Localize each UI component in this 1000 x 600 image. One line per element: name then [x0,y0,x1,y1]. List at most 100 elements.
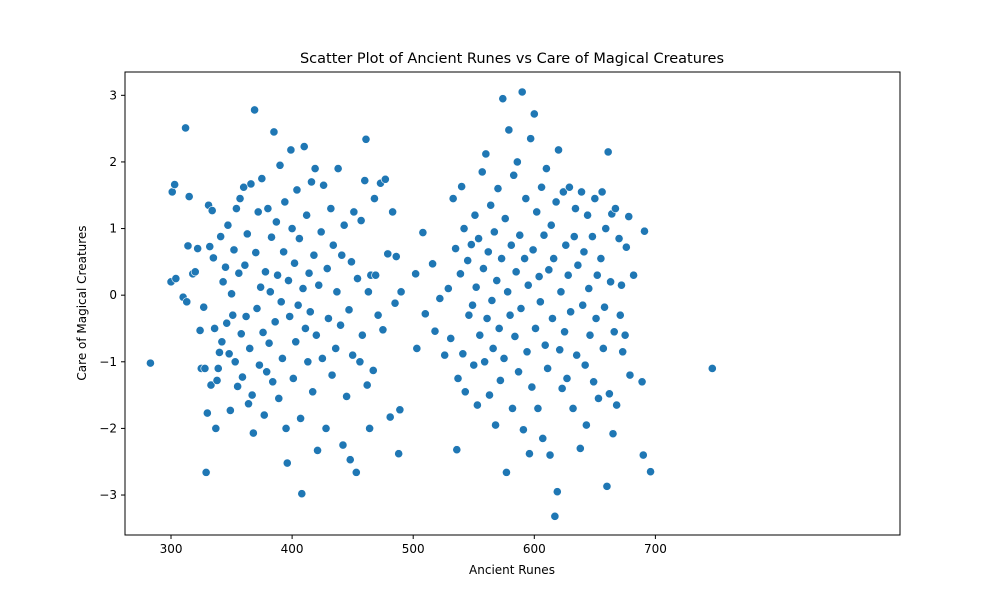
data-point [497,254,506,263]
data-point [594,394,603,403]
data-point [568,404,578,413]
y-tick-label: −1 [99,355,117,369]
data-point [557,384,567,393]
data-point [268,377,278,387]
data-point [469,360,479,370]
data-point [146,358,155,368]
points-layer [146,87,717,521]
y-tick-label: −3 [99,488,117,502]
data-point [307,177,316,187]
data-point [211,424,221,433]
data-point [468,300,477,310]
data-point [395,405,405,415]
data-point [597,187,607,197]
data-point [297,489,307,499]
data-point [458,349,468,359]
data-point [281,424,291,433]
data-point [342,392,351,401]
data-point [338,440,348,450]
data-point [383,249,393,259]
y-tick-label: 2 [109,155,117,169]
data-point [460,387,470,397]
data-point [549,254,559,263]
data-point [230,357,240,367]
data-point [527,382,537,392]
data-point [615,310,625,320]
data-point [420,309,430,319]
data-point [332,287,342,297]
data-point [298,284,308,293]
data-point [492,276,502,285]
data-point [256,282,266,292]
data-point [611,204,620,213]
data-point [234,268,244,278]
data-point [544,265,554,275]
data-point [199,302,209,312]
data-point [305,307,315,317]
data-point [282,458,292,468]
data-point [418,228,428,237]
data-point [491,420,500,430]
data-point [388,207,398,217]
data-point [216,232,226,241]
x-tick-label: 700 [644,542,667,556]
data-point [360,176,370,185]
data-point [510,332,520,341]
data-point [271,217,281,227]
data-point [583,210,592,220]
data-point [573,260,583,270]
y-axis-label: Care of Magical Creatures [75,225,89,380]
data-point [344,305,354,315]
data-point [612,400,622,410]
data-point [248,428,258,438]
data-point [235,194,245,203]
y-tick-label: 1 [109,222,117,236]
data-point [585,330,595,340]
data-point [412,344,422,353]
data-point [288,374,298,383]
data-point [488,344,498,353]
data-point [618,347,628,357]
data-point [238,372,247,382]
data-point [200,364,210,373]
data-point [620,330,630,340]
data-point [361,134,371,144]
data-point [538,433,548,443]
data-point [505,310,515,320]
data-point [264,338,274,348]
data-point [508,404,517,413]
data-point [321,424,331,433]
data-point [278,354,287,363]
data-point [328,240,338,250]
x-axis-label: Ancient Runes [469,563,555,577]
data-point [464,310,474,320]
data-point [480,357,490,367]
data-point [236,329,246,339]
data-point [310,164,320,173]
data-point [494,324,504,333]
data-point [471,282,481,292]
data-point [483,247,493,257]
data-point [205,242,215,251]
data-point [357,330,367,340]
data-point [517,87,527,97]
data-point [212,376,222,385]
data-point [525,449,534,459]
data-point [603,147,613,157]
data-point [598,344,608,353]
data-point [217,337,227,347]
data-point [600,302,609,312]
data-point [592,270,602,280]
data-point [589,377,599,387]
data-point [489,227,499,237]
data-point [247,390,257,400]
data-point [555,345,565,355]
data-point [428,259,437,269]
data-point [221,262,230,272]
data-point [223,220,233,230]
data-point [554,145,563,155]
data-point [546,220,556,230]
data-point [646,467,655,477]
data-point [526,134,536,144]
